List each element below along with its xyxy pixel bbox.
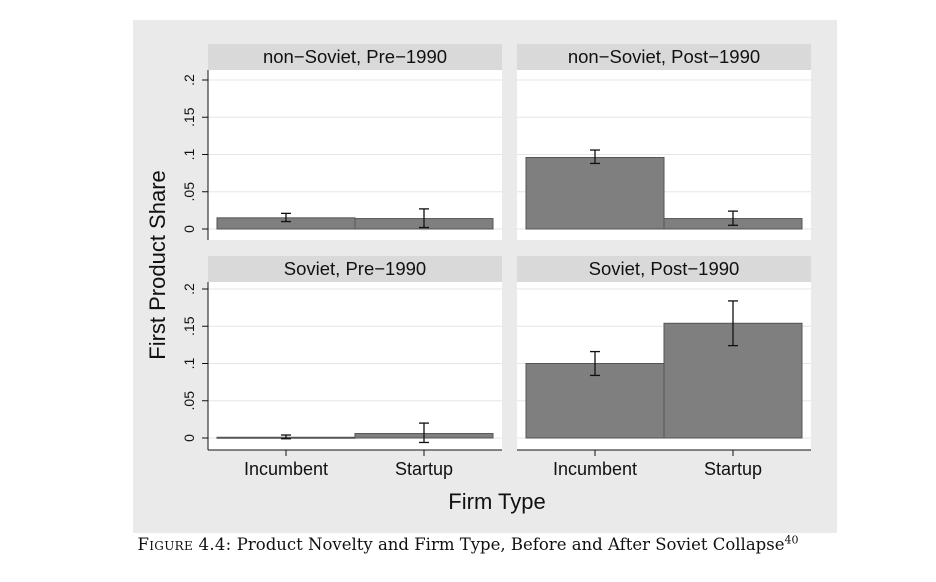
y-tick-label: 0 [181, 434, 197, 442]
panel: Soviet, Post−1990 Incumbent Startup [517, 256, 811, 479]
y-tick-label: .05 [181, 391, 197, 411]
caption-text: Product Novelty and Firm Type, Before an… [236, 535, 785, 554]
x-tick-label: Incumbent [244, 459, 328, 479]
panel: non−Soviet, Pre−1990 0 .05 .1 .15 .2 [181, 44, 502, 240]
panel-strip [517, 44, 811, 70]
y-tick-label: .05 [181, 182, 197, 202]
y-tick-label: .15 [181, 107, 197, 127]
chart-panels: non−Soviet, Pre−19900.05.1.15.2non−Sovie… [181, 44, 811, 479]
y-tick-label: .1 [181, 357, 197, 369]
x-tick-label: Startup [704, 459, 762, 479]
panel: non−Soviet, Post−1990 [517, 44, 811, 240]
figure-caption: Figure 4.4: Product Novelty and Firm Typ… [0, 533, 936, 555]
y-axis-title: First Product Share [145, 170, 170, 360]
panel-plot-area [208, 282, 502, 450]
caption-label: Figure 4.4: [137, 535, 232, 554]
panel-title: Soviet, Pre−1990 [284, 258, 426, 279]
x-tick-label: Startup [395, 459, 453, 479]
panel-title: non−Soviet, Pre−1990 [263, 46, 447, 67]
x-axis-title: Firm Type [448, 489, 545, 514]
y-tick-label: 0 [181, 225, 197, 233]
caption-footnote: 40 [784, 533, 799, 547]
y-tick-label: .2 [181, 283, 197, 295]
y-tick-label: .2 [181, 74, 197, 86]
panel: Soviet, Pre−1990 0 .05 .1 .15 .2 Incumbent Star… [181, 256, 502, 479]
panel-strip [517, 256, 811, 282]
panel-title: Soviet, Post−1990 [589, 258, 740, 279]
y-tick-label: .15 [181, 316, 197, 336]
y-tick-label: .1 [181, 148, 197, 160]
x-tick-label: Incumbent [553, 459, 637, 479]
panel-strip [208, 44, 502, 70]
bar [525, 156, 665, 230]
panel-strip [208, 256, 502, 282]
panel-title: non−Soviet, Post−1990 [568, 46, 760, 67]
